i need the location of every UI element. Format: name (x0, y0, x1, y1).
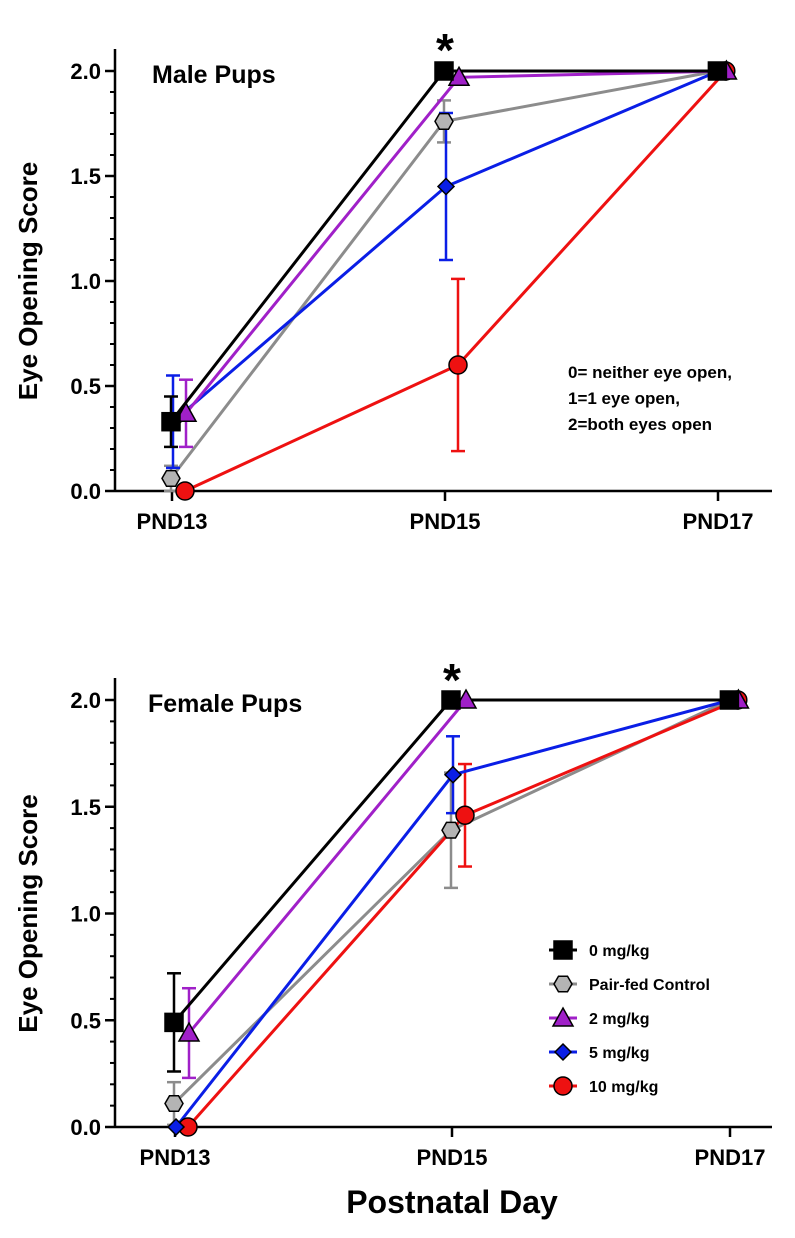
y-tick-label: 0.5 (70, 374, 101, 399)
data-point-pair-fed-control-pnd15 (441, 821, 461, 839)
data-point-2-mg-kg-pnd13 (177, 1021, 201, 1042)
legend-marker-5-mg-kg (553, 1042, 573, 1062)
data-point-2-mg-kg-pnd13 (174, 401, 198, 423)
female-pups-panel: 0.0 0.5 1.0 1.5 2.0 PND13 PND15 PND17 Eye Openin… (13, 654, 772, 1170)
legend-label-5-mg-kg: 5 mg/kg (589, 1045, 649, 1062)
legend-label-10-mg-kg: 10 mg/kg (589, 1079, 658, 1096)
series-2-mg-kg (182, 698, 739, 1080)
legend-marker-0-mg-kg (553, 940, 573, 960)
legend: 0 mg/kg Pair-fed Control 2 mg/kg 5 mg/kg 10 … (549, 940, 710, 1096)
series-line-pair-fed-control (172, 698, 731, 1105)
legend-label-0-mg-kg: 0 mg/kg (589, 943, 649, 960)
male-pups-panel: 0.0 0.5 1.0 1.5 2.0 PND13 PND15 PND17 Eye Openin… (13, 24, 772, 534)
data-point-0-mg-kg-pnd17 (719, 690, 740, 710)
data-point-10-mg-kg-pnd13 (175, 481, 195, 501)
legend-label-pair-fed-control: Pair-fed Control (589, 977, 710, 994)
legend-marker-2-mg-kg (551, 1006, 575, 1027)
legend-marker-pair-fed-control (553, 975, 573, 993)
y-tick-label: 1.0 (70, 269, 101, 294)
data-point-5-mg-kg-pnd15 (443, 765, 463, 784)
x-tick-label-pnd17: PND17 (695, 1145, 766, 1170)
data-point-pair-fed-control-pnd15 (434, 112, 454, 130)
note-line: 1=1 eye open, (568, 389, 680, 408)
series-10-mg-kg (186, 698, 739, 1128)
data-point-10-mg-kg-pnd15 (448, 355, 468, 375)
data-point-5-mg-kg-pnd13 (166, 1117, 186, 1137)
data-point-10-mg-kg-pnd15 (455, 805, 475, 826)
legend-label-2-mg-kg: 2 mg/kg (589, 1011, 649, 1028)
note-line: 0= neither eye open, (568, 363, 732, 382)
y-axis-title: Eye Opening Score (13, 794, 43, 1032)
y-axis-title: Eye Opening Score (13, 162, 43, 400)
y-tick-label: 2.0 (70, 688, 101, 713)
data-point-0-mg-kg-pnd13 (161, 411, 181, 432)
data-point-pair-fed-control-pnd13 (161, 469, 181, 487)
panel-title: Female Pups (148, 690, 302, 718)
x-tick-label-pnd15: PND15 (417, 1145, 488, 1170)
y-tick-label: 0.0 (70, 479, 101, 504)
x-tick-label-pnd13: PND13 (140, 1145, 211, 1170)
y-tick-label: 0.0 (70, 1115, 101, 1140)
data-point-0-mg-kg-pnd17 (707, 61, 728, 81)
y-tick-label: 1.5 (70, 795, 101, 820)
x-axis-title: Postnatal Day (346, 1184, 558, 1220)
y-tick-label: 1.5 (70, 164, 101, 189)
data-point-0-mg-kg-pnd13 (164, 1012, 184, 1033)
panel-title: Male Pups (152, 61, 276, 89)
x-tick-label-pnd15: PND15 (410, 509, 481, 534)
x-tick-label-pnd13: PND13 (137, 509, 208, 534)
data-point-5-mg-kg-pnd15 (436, 177, 456, 196)
data-point-0-mg-kg-pnd15 (441, 690, 461, 710)
y-tick-label: 1.0 (70, 902, 101, 927)
legend-marker-10-mg-kg (553, 1076, 573, 1096)
y-tick-label: 0.5 (70, 1008, 101, 1033)
series-5-mg-kg (174, 698, 731, 1128)
data-point-2-mg-kg-pnd15 (447, 65, 471, 87)
data-point-2-mg-kg-pnd15 (454, 688, 478, 709)
x-tick-label-pnd17: PND17 (683, 509, 754, 534)
data-point-0-mg-kg-pnd15 (434, 61, 454, 81)
y-tick-label: 2.0 (70, 59, 101, 84)
series-5-mg-kg (166, 69, 720, 470)
data-point-pair-fed-control-pnd13 (164, 1094, 184, 1113)
note-line: 2=both eyes open (568, 415, 712, 434)
